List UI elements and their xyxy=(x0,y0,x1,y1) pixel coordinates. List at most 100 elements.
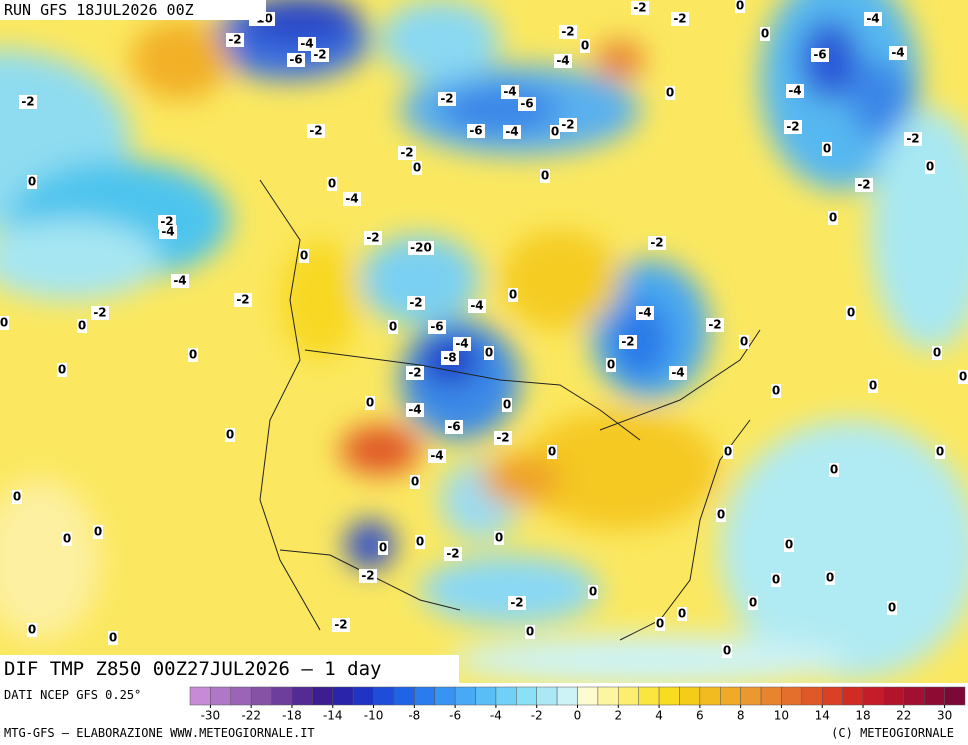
contour-label-bg xyxy=(925,160,935,174)
contour-label-text: 0 xyxy=(416,535,424,549)
contour-label: -2 xyxy=(559,25,577,39)
contour-label: 0 xyxy=(958,370,968,384)
contour-label: -2 xyxy=(359,569,377,583)
contour-label: 0 xyxy=(935,445,945,459)
contour-label-text: 0 xyxy=(772,573,780,587)
contour-label: -2 xyxy=(444,547,462,561)
contour-label-text: -2 xyxy=(621,335,634,349)
colorbar-box xyxy=(781,686,803,706)
contour-label-bg xyxy=(19,95,37,109)
contour-label: -6 xyxy=(467,124,485,138)
contour-label: -6 xyxy=(287,53,305,67)
contour-label-text: 0 xyxy=(28,175,36,189)
contour-label: -6 xyxy=(428,320,446,334)
contour-label-text: -4 xyxy=(503,85,516,99)
anomaly-area xyxy=(595,40,645,80)
anomaly-area xyxy=(870,110,968,350)
contour-label: -4 xyxy=(554,54,572,68)
contour-label-bg xyxy=(828,211,838,225)
colorbar-box xyxy=(291,686,313,706)
contour-label-bg xyxy=(904,132,922,146)
colorbar-box xyxy=(434,686,456,706)
contour-label-text: -4 xyxy=(455,337,468,351)
colorbar-tick-label: 30 xyxy=(937,709,952,723)
colorbar-tick-label: -10 xyxy=(364,709,384,723)
contour-label: 0 xyxy=(508,288,518,302)
contour-label-bg xyxy=(438,92,456,106)
contour-label: 0 xyxy=(868,379,878,393)
colorbar-box xyxy=(556,686,578,706)
contour-label: -2 xyxy=(508,596,526,610)
contour-label-text: 0 xyxy=(589,585,597,599)
map: -10-2-20-4-2-4-6-2-200-6-4-2-4-4-2-60-4-… xyxy=(0,0,968,683)
contour-label-bg xyxy=(343,192,361,206)
contour-label-bg xyxy=(398,146,416,160)
anomaly-area xyxy=(480,455,560,505)
contour-label-text: -4 xyxy=(173,274,186,288)
contour-label: -4 xyxy=(298,37,316,51)
contour-label-bg xyxy=(559,118,577,132)
contour-label: 0 xyxy=(828,211,838,225)
contour-label-text: -4 xyxy=(671,366,684,380)
contour-label: -4 xyxy=(786,84,804,98)
contour-label-bg xyxy=(494,431,512,445)
contour-label: 0 xyxy=(716,508,726,522)
contour-label: 0 xyxy=(588,585,598,599)
contour-label-bg xyxy=(508,288,518,302)
contour-label-bg xyxy=(188,348,198,362)
contour-label: -2 xyxy=(648,236,666,250)
contour-label-text: 0 xyxy=(0,316,8,330)
colorbar-box xyxy=(679,686,701,706)
contour-label-text: -2 xyxy=(906,132,919,146)
colorbar-box xyxy=(883,686,905,706)
contour-label-bg xyxy=(864,12,882,26)
contour-label: -2 xyxy=(904,132,922,146)
anomaly-area xyxy=(420,555,600,625)
contour-label: -2 xyxy=(364,231,382,245)
contour-label: 0 xyxy=(760,27,770,41)
contour-label-text: -4 xyxy=(788,84,801,98)
contour-label-text: 0 xyxy=(58,363,66,377)
contour-label-bg xyxy=(406,403,424,417)
contour-label: -2 xyxy=(855,178,873,192)
contour-label-text: -2 xyxy=(334,618,347,632)
contour-label-bg xyxy=(739,335,749,349)
contour-label-bg xyxy=(636,306,654,320)
contour-label: 0 xyxy=(327,177,337,191)
contour-label-bg xyxy=(108,631,118,645)
contour-label-text: 0 xyxy=(847,306,855,320)
contour-label: 0 xyxy=(188,348,198,362)
contour-label: 0 xyxy=(57,363,67,377)
anomaly-area xyxy=(360,235,480,325)
contour-label-bg xyxy=(631,1,649,15)
contour-label-bg xyxy=(365,396,375,410)
contour-label: 0 xyxy=(723,445,733,459)
colorbar-box xyxy=(393,686,415,706)
contour-label-text: -4 xyxy=(505,125,518,139)
colorbar-tick-label: 8 xyxy=(737,709,745,723)
contour-label-bg xyxy=(407,296,425,310)
contour-label: -2 xyxy=(407,296,425,310)
contour-label-text: 0 xyxy=(411,475,419,489)
contour-label-bg xyxy=(171,274,189,288)
contour-label-bg xyxy=(298,37,316,51)
contour-label: -2 xyxy=(671,12,689,26)
contour-label-text: 0 xyxy=(189,348,197,362)
contour-label: -8 xyxy=(441,351,459,365)
contour-label-text: -4 xyxy=(556,54,569,68)
contour-label-bg xyxy=(669,366,687,380)
colorbar-box xyxy=(720,686,741,706)
colorbar-tick-label: 18 xyxy=(855,709,870,723)
map-title: DIF TMP Z850 00Z27JUL2026 — 1 day xyxy=(0,655,459,683)
contour-label-text: -2 xyxy=(21,95,34,109)
anomaly-area xyxy=(345,520,395,570)
contour-label-text: 0 xyxy=(366,396,374,410)
anomaly-area xyxy=(440,85,560,135)
contour-label-bg xyxy=(502,398,512,412)
contour-label-bg xyxy=(554,54,572,68)
contour-label-text: 0 xyxy=(736,0,744,13)
contour-label-bg xyxy=(771,384,781,398)
anomaly-area xyxy=(800,20,860,100)
colorbar-tick-label: -22 xyxy=(241,709,261,723)
